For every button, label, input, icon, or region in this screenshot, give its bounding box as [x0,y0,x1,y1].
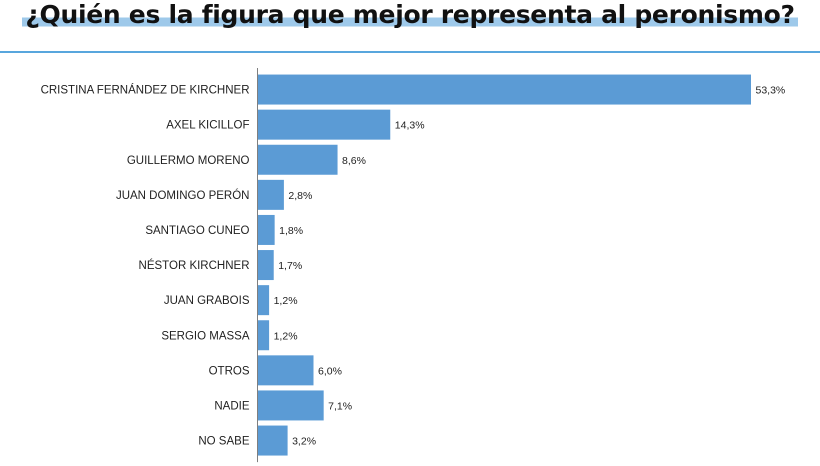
bar [258,250,274,281]
chart-title-text: ¿Quién es la figura que mejor representa… [22,0,798,29]
value-label: 7,1% [328,400,352,412]
value-label: 14,3% [395,120,425,132]
bar [258,74,751,105]
bar [258,390,324,421]
category-label: CRISTINA FERNÁNDEZ DE KIRCHNER [41,84,250,97]
value-label: 2,8% [288,190,312,202]
category-label: AXEL KICILLOF [166,120,249,132]
value-label: 1,2% [274,295,298,307]
title-divider [0,51,820,53]
value-label: 1,8% [279,225,303,237]
category-label: NO SABE [198,436,249,448]
bar [258,179,284,210]
category-label: JUAN GRABOIS [164,295,250,307]
category-label: GUILLERMO MORENO [127,155,250,167]
category-label: SANTIAGO CUNEO [145,225,249,237]
bar-chart: CRISTINA FERNÁNDEZ DE KIRCHNER 53,3% AXEL … [41,68,786,463]
bar [258,320,270,351]
value-label: 8,6% [342,155,366,167]
bar [258,285,270,316]
category-label: JUAN DOMINGO PERÓN [116,189,250,202]
bar [258,109,391,140]
category-label: SERGIO MASSA [161,330,250,342]
value-label: 6,0% [318,365,342,377]
chart-title: ¿Quién es la figura que mejor representa… [0,0,820,30]
value-label: 1,2% [274,330,298,342]
category-label: NÉSTOR KIRCHNER [139,259,250,272]
category-label: OTROS [209,365,250,377]
bar [258,425,288,456]
bar [258,144,338,175]
value-label: 1,7% [278,260,302,272]
value-label: 3,2% [292,436,316,448]
value-label: 53,3% [756,85,786,97]
bar [258,214,275,245]
category-label: NADIE [214,400,249,412]
bar [258,355,314,386]
